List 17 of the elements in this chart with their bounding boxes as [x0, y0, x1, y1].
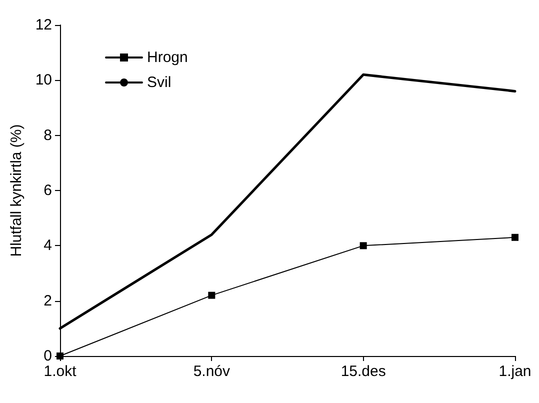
- point: [512, 234, 518, 241]
- x-tick-label: 1.okt: [44, 363, 78, 380]
- y-tick-label: 4: [44, 237, 52, 254]
- legend-label: Svil: [147, 74, 172, 91]
- x-tick-label: 1.jan: [498, 363, 532, 380]
- y-tick-label: 10: [35, 72, 52, 89]
- legend-label: Hrogn: [147, 49, 188, 66]
- y-tick-label: 0: [44, 348, 52, 364]
- point: [360, 242, 367, 250]
- y-tick-label: 8: [44, 126, 52, 144]
- y-tick-label: 2: [44, 292, 52, 310]
- x-tick-label: 5.nóv: [193, 363, 231, 380]
- point: [208, 292, 216, 299]
- y-axis-title: Hlutfall kynkirtla (%): [8, 124, 25, 257]
- x-tick-label: 15.des: [340, 363, 386, 380]
- y-tick-label: 6: [44, 182, 52, 199]
- y-tick-label: 12: [35, 16, 52, 34]
